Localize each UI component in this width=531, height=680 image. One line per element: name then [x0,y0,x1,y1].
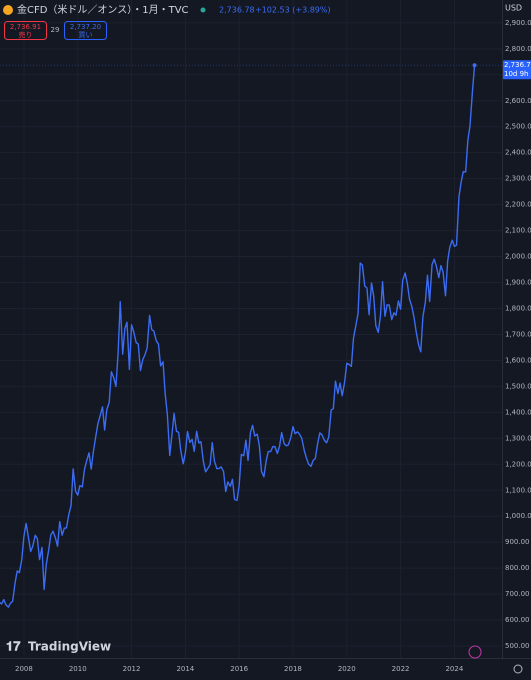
buy-label[interactable]: 買い [79,31,93,39]
sell-button[interactable] [4,21,47,40]
alert-icon[interactable] [468,645,482,659]
y-tick-label: 600.00 [505,616,530,624]
sell-price[interactable]: 2,736.91 [10,23,41,31]
y-tick-label: 700.00 [505,590,530,598]
y-tick-label: 900.00 [505,538,530,546]
y-tick-label: 2,900.00 [505,19,531,27]
brand-logo[interactable]: 𝟏𝟕 [6,640,21,655]
spread: 29 [51,26,60,34]
last-price: 2,736.78 [219,6,255,15]
y-tick-label: 1,600.00 [505,356,531,364]
y-tick-label: 2,300.00 [505,175,531,183]
x-tick-label: 2012 [123,665,141,673]
y-tick-label: 1,700.00 [505,330,531,338]
x-tick-label: 2018 [284,665,302,673]
y-tick-label: 1,800.00 [505,304,531,312]
y-tick-label: 1,500.00 [505,382,531,390]
x-tick-label: 2020 [338,665,356,673]
buy-price[interactable]: 2,737.20 [70,23,101,31]
price-change: +102.53 (+3.89%) [255,6,331,15]
y-tick-label: 2,100.00 [505,227,531,235]
brand[interactable]: TradingView [28,640,111,654]
symbol-title[interactable]: 金CFD（米ドル／オンス）・1月・TVC [17,3,189,16]
last-point [472,63,477,68]
x-tick-label: 2010 [69,665,87,673]
last-price-tag [503,60,531,80]
y-tick-label: 2,200.00 [505,201,531,209]
sell-label[interactable]: 売り [19,30,33,39]
y-tick-label: 1,300.00 [505,434,531,442]
y-tick-label: 2,600.00 [505,97,531,105]
y-tick-label: 2,500.00 [505,123,531,131]
currency[interactable]: USD [505,4,522,13]
y-tick-label: 1,100.00 [505,486,531,494]
y-tick-label: 500.00 [505,642,530,650]
x-tick-label: 2022 [392,665,410,673]
x-tick-label: 2008 [15,665,33,673]
plot [0,63,502,608]
symbol-icon[interactable] [3,5,13,15]
y-tick-label: 2,400.00 [505,149,531,157]
market-status [200,7,206,13]
y-tick-label: 1,000.00 [505,512,531,520]
x-tick-label: 2024 [445,665,463,673]
settings-icon[interactable] [513,664,523,674]
last-price-tag-label: 2,736.78 [504,61,531,69]
price-line [0,65,476,608]
countdown: 10d 9h [504,70,528,78]
y-tick-label: 800.00 [505,564,530,572]
buy-button[interactable] [64,21,107,40]
x-tick-label: 2016 [230,665,248,673]
y-tick-label: 2,800.00 [505,45,531,53]
y-tick-label: 1,900.00 [505,279,531,287]
grid [0,0,502,658]
y-tick-label: 1,200.00 [505,460,531,468]
y-tick-label: 2,000.00 [505,253,531,261]
x-tick-label: 2014 [176,665,194,673]
y-tick-label: 1,400.00 [505,408,531,416]
